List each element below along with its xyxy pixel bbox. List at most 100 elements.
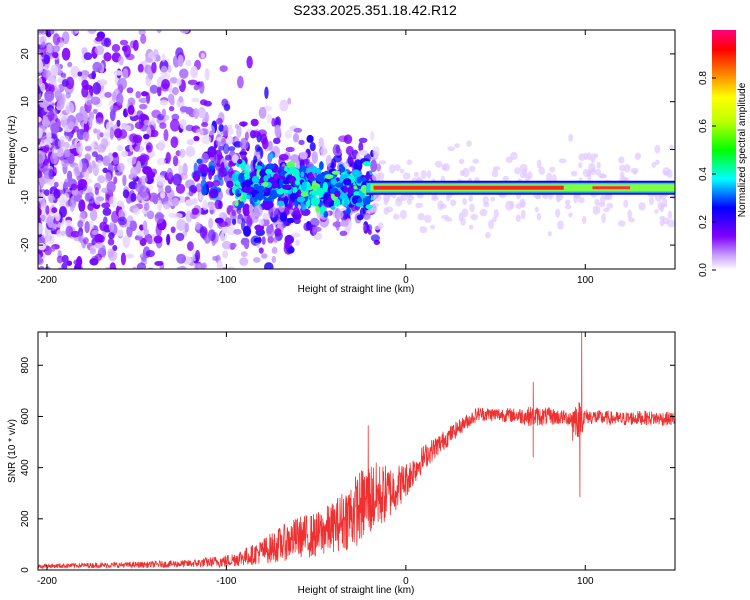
spectrogram-cell bbox=[72, 126, 80, 133]
spectrogram-cell bbox=[55, 212, 61, 222]
spectrogram-cell bbox=[96, 196, 105, 202]
spectrogram-cell bbox=[333, 198, 341, 207]
spectrogram-cell bbox=[39, 322, 44, 329]
spectrogram-cell bbox=[109, 126, 114, 140]
spectrogram-cell bbox=[77, 220, 84, 229]
spectrogram-cell bbox=[227, 124, 233, 130]
spectrogram-cell bbox=[204, 68, 210, 81]
spectrogram-cell bbox=[276, 188, 284, 195]
spectrogram-cell bbox=[325, 154, 332, 167]
spectrogram-cell bbox=[420, 170, 427, 180]
spectrogram-ytick-label: 0 bbox=[20, 146, 31, 152]
spectrogram-cell bbox=[91, 70, 96, 80]
spectrogram-cell bbox=[48, 223, 59, 229]
spectrogram-cell bbox=[286, 217, 295, 224]
spectrogram-cell bbox=[267, 140, 273, 151]
spectrogram-cell bbox=[67, 121, 75, 130]
spectrogram-cell bbox=[65, 200, 73, 207]
spectrogram-cell bbox=[187, 79, 198, 86]
spectrogram-cell bbox=[370, 159, 378, 173]
spectrogram-cell bbox=[132, 207, 141, 216]
spectrogram-cell bbox=[201, 185, 207, 196]
spectrogram-cell bbox=[261, 137, 269, 150]
spectrogram-cell bbox=[284, 129, 292, 139]
spectrogram-cell bbox=[35, 4, 41, 11]
spectrogram-cell bbox=[174, 354, 180, 364]
spectrogram-cell bbox=[258, 106, 267, 119]
spectrogram-cell bbox=[342, 185, 348, 193]
spectrogram-cell bbox=[127, 104, 135, 115]
spectrogram-cell bbox=[335, 219, 340, 231]
spectrogram-cell bbox=[628, 217, 635, 223]
spectrogram-cell bbox=[73, 299, 80, 305]
spectrogram-cell bbox=[65, 92, 71, 99]
spectrogram-cell bbox=[488, 219, 495, 230]
spectrogram-cell bbox=[258, 247, 264, 254]
spectrogram-cell bbox=[57, 276, 64, 285]
spectrogram-cell bbox=[37, 297, 46, 308]
spectrogram-cell bbox=[136, 262, 147, 269]
spectrogram-cell bbox=[222, 143, 230, 155]
spectrogram-cell bbox=[295, 239, 300, 247]
spectrogram-cell bbox=[372, 145, 380, 159]
spectrogram-cell bbox=[218, 124, 225, 132]
spectrogram-cell bbox=[38, 236, 46, 244]
spectrogram-cell bbox=[179, 118, 187, 130]
spectrogram-ridge-core bbox=[592, 186, 631, 190]
spectrogram-cell bbox=[143, 337, 150, 348]
spectrogram-cell bbox=[45, 0, 54, 12]
spectrogram-cell bbox=[367, 229, 372, 235]
spectrogram-cell bbox=[339, 220, 349, 227]
spectrogram-cell bbox=[95, 3, 105, 12]
spectrogram-cell bbox=[67, 61, 73, 68]
spectrogram-cell bbox=[668, 144, 674, 150]
spectrogram-cell bbox=[143, 133, 150, 140]
spectrogram-cell bbox=[461, 208, 469, 218]
snr-ytick-label: 800 bbox=[20, 356, 31, 373]
spectrogram-cell bbox=[96, 144, 107, 153]
spectrogram-cell bbox=[239, 257, 249, 266]
spectrogram-cell bbox=[492, 166, 501, 171]
spectrogram-cell bbox=[298, 139, 305, 146]
snr-series-line bbox=[38, 332, 675, 570]
spectrogram-cell bbox=[246, 194, 251, 200]
spectrogram-cell bbox=[256, 185, 266, 194]
spectrogram-cell bbox=[235, 188, 240, 196]
spectrogram-cell bbox=[119, 15, 127, 27]
spectrogram-cell bbox=[209, 150, 217, 162]
spectrogram-cell bbox=[557, 220, 564, 230]
spectrogram-cell bbox=[601, 213, 606, 224]
spectrogram-cell bbox=[78, 146, 84, 153]
spectrogram-cell bbox=[66, 297, 72, 308]
spectrogram-cell bbox=[596, 161, 601, 169]
spectrogram-cell bbox=[358, 137, 368, 143]
spectrogram-cell bbox=[103, 293, 113, 300]
spectrogram-cell bbox=[514, 167, 521, 175]
spectrogram-cell bbox=[228, 146, 236, 152]
spectrogram-cell bbox=[145, 142, 153, 153]
spectrogram-cell bbox=[38, 208, 42, 217]
spectrogram-cell bbox=[525, 173, 530, 182]
spectrogram-cell bbox=[246, 215, 253, 229]
spectrogram-cell bbox=[66, 342, 74, 354]
spectrogram-cell bbox=[117, 77, 128, 90]
spectrogram-cell bbox=[129, 133, 138, 143]
spectrogram-cell bbox=[578, 162, 583, 169]
spectrogram-cell bbox=[292, 214, 302, 220]
spectrogram-cell bbox=[134, 182, 144, 193]
spectrogram-cell bbox=[264, 86, 269, 100]
spectrogram-cell bbox=[74, 166, 79, 177]
spectrogram-cell bbox=[126, 156, 137, 166]
spectrogram-cell bbox=[57, 139, 65, 148]
spectrogram-cell bbox=[154, 356, 163, 369]
spectrogram-cell bbox=[46, 43, 54, 54]
spectrogram-cell bbox=[169, 314, 176, 326]
spectrogram-cell bbox=[240, 162, 247, 171]
spectrogram-cell bbox=[168, 106, 175, 112]
spectrogram-cell bbox=[222, 124, 229, 137]
spectrogram-cell bbox=[83, 2, 89, 14]
spectrogram-cell bbox=[406, 159, 413, 166]
spectrogram-cell bbox=[667, 219, 675, 228]
spectrogram-cell bbox=[77, 179, 87, 188]
spectrogram-cell bbox=[43, 144, 50, 154]
